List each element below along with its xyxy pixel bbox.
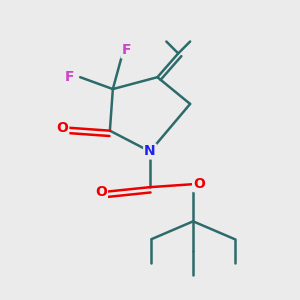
Text: O: O (56, 121, 68, 135)
Text: F: F (122, 44, 131, 57)
Text: N: N (144, 145, 156, 158)
Text: O: O (193, 177, 205, 191)
Text: O: O (95, 184, 107, 199)
Text: F: F (65, 70, 74, 84)
